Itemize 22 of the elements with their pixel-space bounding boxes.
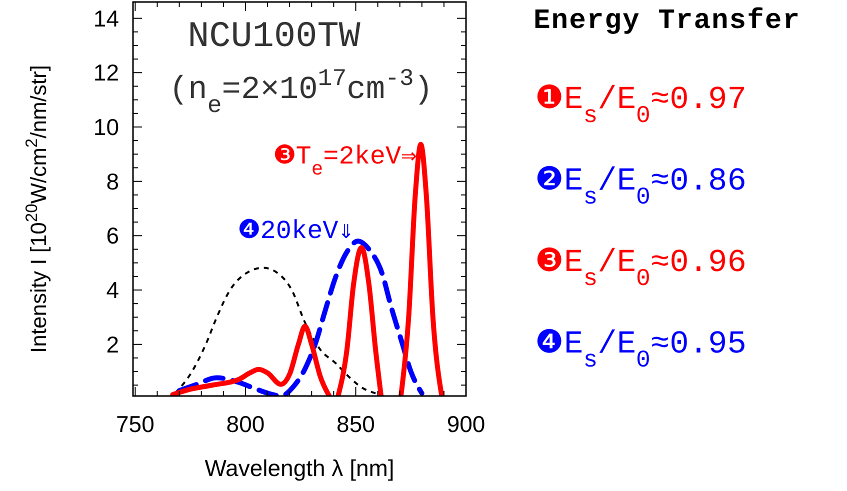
annotation: ❹20keV⇓ [237,216,354,246]
x-axis-title: Wavelength λ [nm] [204,455,394,481]
text: ❶E$_{s}$/E$_{0}$≈0.97 [535,81,746,130]
annotation: ❸T$_{e}$=2keV⇒ [272,141,417,180]
y-tick-label: 14 [93,5,120,32]
annotation: (n$_{e}$=2×10$^{17}$cm$^{-3}$) [168,66,434,120]
x-tick-label: 900 [446,411,486,437]
y-tick-label: 4 [106,277,120,304]
line-series [174,266,377,394]
y-tick-label: 6 [106,222,119,249]
y-tick-label: 2 [106,331,119,358]
y-tick-label: 8 [106,168,119,194]
x-tick-label: 800 [226,411,265,437]
x-tick-label: 850 [336,411,375,437]
y-tick-label: 10 [93,114,119,140]
text: ❸E$_{s}$/E$_{0}$≈0.96 [535,244,746,292]
text: ❹E$_{s}$/E$_{0}$≈0.95 [535,326,746,374]
text: ❷E$_{s}$/E$_{0}$≈0.86 [535,162,746,211]
annotation: NCU100TW [188,16,361,57]
y-tick-label: 12 [93,60,119,86]
text: Energy Transfer [533,6,801,37]
x-tick-label: 750 [116,411,154,437]
